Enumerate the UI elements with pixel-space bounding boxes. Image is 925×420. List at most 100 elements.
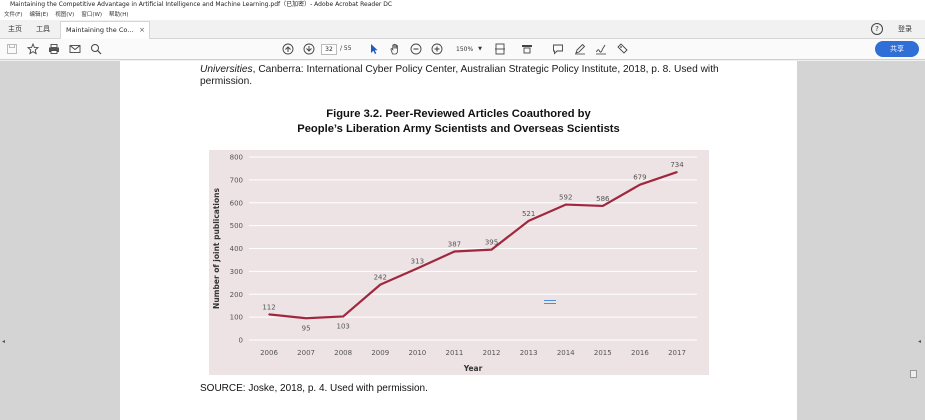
chevron-down-icon: ▼ <box>478 46 482 52</box>
prev-page-icon[interactable] <box>281 42 295 56</box>
data-point <box>564 203 567 206</box>
hand-icon[interactable] <box>388 42 402 56</box>
y-axis-title: Number of joint publications <box>212 188 221 309</box>
share-label: 共享 <box>890 45 904 53</box>
window-title: Maintaining the Competitive Advantage in… <box>0 0 925 10</box>
save-icon[interactable] <box>5 42 19 56</box>
next-page-icon[interactable] <box>302 42 316 56</box>
line-chart: 0 100 200 300 400 500 600 700 800 2006 2007 2008 200… <box>209 150 709 375</box>
menu-edit[interactable]: 编辑(E) <box>29 12 49 18</box>
page-total: / 55 <box>340 45 352 52</box>
data-label: 734 <box>670 161 684 169</box>
print-icon[interactable] <box>47 42 61 56</box>
y-tick-label: 800 <box>230 154 243 162</box>
y-tick-label: 700 <box>230 176 243 184</box>
data-point <box>342 315 344 318</box>
x-tick-label: 2013 <box>520 349 538 357</box>
tab-bar: 主页 工具 Maintaining the Co... × ? 登录 <box>0 20 925 39</box>
citation-italic: Universities <box>200 64 253 75</box>
menu-help[interactable]: 帮助(H) <box>109 12 129 18</box>
y-tick-label: 0 <box>239 337 243 345</box>
x-tick-label: 2012 <box>483 349 501 357</box>
citation-text: Universities, Canberra: International Cy… <box>200 64 740 88</box>
text-cursor-marker <box>544 300 556 304</box>
citation-line2: permission. <box>200 76 253 87</box>
data-point <box>268 313 270 316</box>
tab-document[interactable]: Maintaining the Co... × <box>60 21 150 39</box>
email-icon[interactable] <box>68 42 82 56</box>
data-label: 592 <box>559 194 572 202</box>
x-tick-label: 2008 <box>334 349 352 357</box>
zoom-select[interactable]: 150% ▼ <box>450 44 484 55</box>
search-zoom-icon[interactable] <box>89 42 103 56</box>
y-tick-label: 500 <box>230 222 243 230</box>
chart-container: 0 100 200 300 400 500 600 700 800 2006 2007 2008 200… <box>209 150 709 375</box>
share-button[interactable]: 共享 <box>875 41 919 57</box>
menu-file[interactable]: 文件(F) <box>4 12 23 18</box>
x-tick-label: 2010 <box>408 349 426 357</box>
zoom-in-icon[interactable] <box>430 42 444 56</box>
data-point <box>490 248 493 251</box>
figure-title-line1: Figure 3.2. Peer-Reviewed Articles Coaut… <box>326 108 591 120</box>
data-point <box>676 171 678 173</box>
data-label: 112 <box>262 303 275 311</box>
x-tick-label: 2006 <box>260 349 278 357</box>
y-tick-label: 200 <box>230 291 243 299</box>
sign-icon[interactable] <box>594 42 608 56</box>
bookmark-star-icon[interactable] <box>26 42 40 56</box>
document-area[interactable]: ◂ ◂ Universities, Canberra: Internationa… <box>0 61 925 420</box>
citation-rest: , Canberra: International Cyber Policy C… <box>252 64 719 75</box>
stamp-icon[interactable] <box>615 42 629 56</box>
close-icon[interactable]: × <box>139 26 145 34</box>
left-panel-toggle-icon[interactable]: ◂ <box>2 338 6 345</box>
data-point <box>305 317 307 320</box>
data-point <box>602 205 604 207</box>
x-tick-label: 2011 <box>446 349 464 357</box>
data-label: 521 <box>522 210 535 218</box>
comment-icon[interactable] <box>551 42 565 56</box>
zoom-value: 150% <box>456 46 474 53</box>
tab-home[interactable]: 主页 <box>8 25 22 33</box>
menu-window[interactable]: 窗口(W) <box>81 12 103 18</box>
help-icon[interactable]: ? <box>871 23 883 35</box>
page-number-input[interactable]: 32 <box>321 44 337 55</box>
x-tick-label: 2017 <box>668 349 686 357</box>
chart-background <box>209 150 709 375</box>
menu-view[interactable]: 视图(V) <box>55 12 75 18</box>
login-link[interactable]: 登录 <box>898 25 912 33</box>
tab-document-label: Maintaining the Co... <box>66 26 134 34</box>
data-label: 242 <box>374 274 387 282</box>
data-point <box>639 183 641 186</box>
y-tick-label: 100 <box>230 314 243 322</box>
zoom-out-icon[interactable] <box>409 42 423 56</box>
y-tick-label: 600 <box>230 199 243 207</box>
data-label: 387 <box>448 240 461 248</box>
figure-title-line2: People’s Liberation Army Scientists and … <box>297 123 620 135</box>
select-arrow-icon[interactable] <box>367 42 381 56</box>
data-point <box>416 267 419 270</box>
highlight-pen-icon[interactable] <box>573 42 587 56</box>
scrollbar-thumb[interactable] <box>910 370 917 378</box>
menu-bar: 文件(F) 编辑(E) 视图(V) 窗口(W) 帮助(H) <box>0 10 925 20</box>
y-tick-label: 300 <box>230 268 243 276</box>
data-label: 679 <box>633 174 646 182</box>
pdf-page: Universities, Canberra: International Cy… <box>120 61 797 420</box>
x-tick-label: 2009 <box>371 349 389 357</box>
data-label: 395 <box>485 239 498 247</box>
scroll-mode-icon[interactable] <box>520 42 534 56</box>
toolbar: 32 / 55 150% ▼ 共享 <box>0 39 925 60</box>
data-point <box>453 250 456 253</box>
data-point <box>527 220 530 222</box>
tab-tools[interactable]: 工具 <box>36 25 50 33</box>
fit-page-icon[interactable] <box>493 42 507 56</box>
x-tick-label: 2016 <box>631 349 649 357</box>
data-label: 586 <box>596 195 610 203</box>
data-label: 103 <box>336 322 349 330</box>
x-tick-label: 2014 <box>557 349 575 357</box>
data-point <box>379 283 382 286</box>
x-axis-title: Year <box>463 364 483 373</box>
right-panel-toggle-icon[interactable]: ◂ <box>918 338 922 345</box>
series-line <box>268 171 678 320</box>
x-tick-label: 2015 <box>594 349 612 357</box>
x-tick-label: 2007 <box>297 349 315 357</box>
